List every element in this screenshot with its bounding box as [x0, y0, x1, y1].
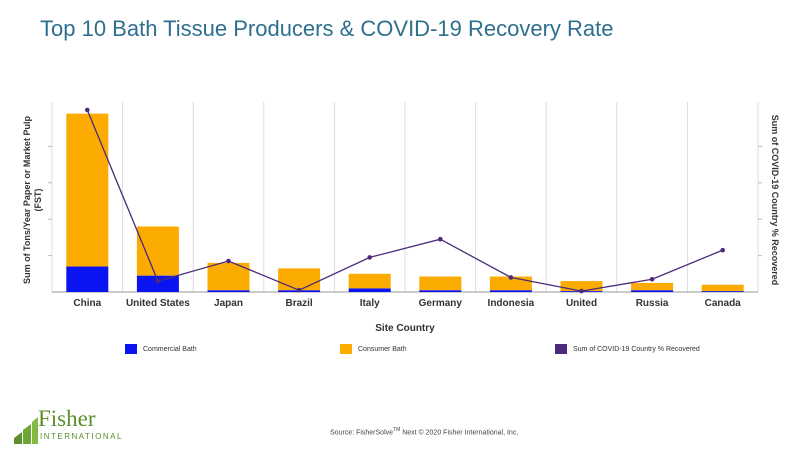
recovery-point-8 [649, 276, 655, 282]
y-axis-label-line2: (FST) [33, 189, 43, 212]
x-tick-label: United States [126, 298, 190, 309]
legend-item-commercial: Commercial Bath [125, 344, 197, 354]
recovery-point-5 [438, 236, 443, 242]
bar-commercial-bath-9 [701, 291, 744, 292]
bar-commercial-bath-1 [136, 275, 179, 292]
chart-title: Top 10 Bath Tissue Producers & COVID-19 … [40, 16, 614, 41]
bar-commercial-bath-0 [66, 266, 109, 292]
legend-label-commercial: Commercial Bath [143, 345, 197, 353]
recovery-point-6 [508, 275, 514, 280]
legend-swatch-consumer [340, 344, 352, 354]
source-trademark: TM [393, 427, 401, 433]
recovery-point-4 [367, 255, 373, 260]
x-tick-labels: China United States Japan Brazil Italy German… [73, 298, 741, 309]
recovery-polyline [86, 109, 723, 292]
x-tick-label: Japan [214, 298, 243, 309]
legend-swatch-commercial [125, 344, 137, 354]
source-rest: Next © 2020 Fisher International, Inc. [400, 429, 519, 437]
y-axis-label-line1: Sum of Tons/Year Paper or Market Pulp [22, 116, 32, 284]
recovery-point-3 [296, 287, 302, 293]
logo-wordmark: Fisher [38, 406, 96, 431]
y2-axis-label: Sum of COVID-19 Country % Recovered [770, 115, 780, 286]
x-tick-label: Italy [360, 298, 380, 309]
x-axis-label: Site Country [375, 323, 435, 334]
legend-item-recovery: Sum of COVID-19 Country % Recovered [555, 344, 700, 354]
bar-consumer-bath-3 [278, 268, 321, 291]
bar-consumer-bath-0 [66, 113, 109, 267]
x-tick-label: Indonesia [488, 298, 535, 309]
y-axis-label: Sum of Tons/Year Paper or Market Pulp(FS… [22, 116, 43, 284]
x-tick-label: China [73, 298, 101, 309]
bar-commercial-bath-8 [631, 290, 674, 292]
x-tick-label: United [566, 298, 597, 309]
bar-commercial-bath-6 [489, 290, 532, 292]
bar-consumer-bath-5 [419, 276, 462, 291]
x-tick-label: Brazil [285, 298, 312, 309]
legend-label-recovery: Sum of COVID-19 Country % Recovered [573, 345, 700, 353]
source-note: Source: FisherSolveTM Next © 2020 Fisher… [330, 427, 518, 436]
recovery-point-0 [85, 107, 90, 113]
bar-commercial-bath-4 [348, 288, 391, 292]
bar-consumer-bath-7 [560, 281, 603, 292]
bar-commercial-bath-2 [207, 290, 250, 292]
recovery-line [85, 107, 725, 294]
legend-label-consumer: Consumer Bath [358, 345, 407, 353]
bar-consumer-bath-1 [136, 226, 179, 276]
x-tick-label: Russia [636, 298, 669, 309]
source-text: Source: FisherSolve [330, 429, 394, 437]
fisher-logo-icon [14, 417, 38, 444]
bar-consumer-bath-9 [701, 284, 744, 292]
legend-item-consumer: Consumer Bath [340, 344, 407, 354]
logo-subtitle: INTERNATIONAL [40, 432, 123, 441]
legend-swatch-recovery [555, 344, 567, 354]
bar-commercial-bath-5 [419, 290, 462, 292]
recovery-point-7 [579, 288, 584, 294]
x-tick-label: Canada [705, 298, 742, 309]
recovery-point-1 [155, 278, 161, 284]
bar-consumer-bath-8 [631, 282, 674, 291]
x-tick-label: Germany [419, 298, 463, 309]
recovery-point-9 [720, 247, 725, 253]
recovery-point-2 [226, 258, 231, 264]
bar-consumer-bath-4 [348, 273, 391, 289]
